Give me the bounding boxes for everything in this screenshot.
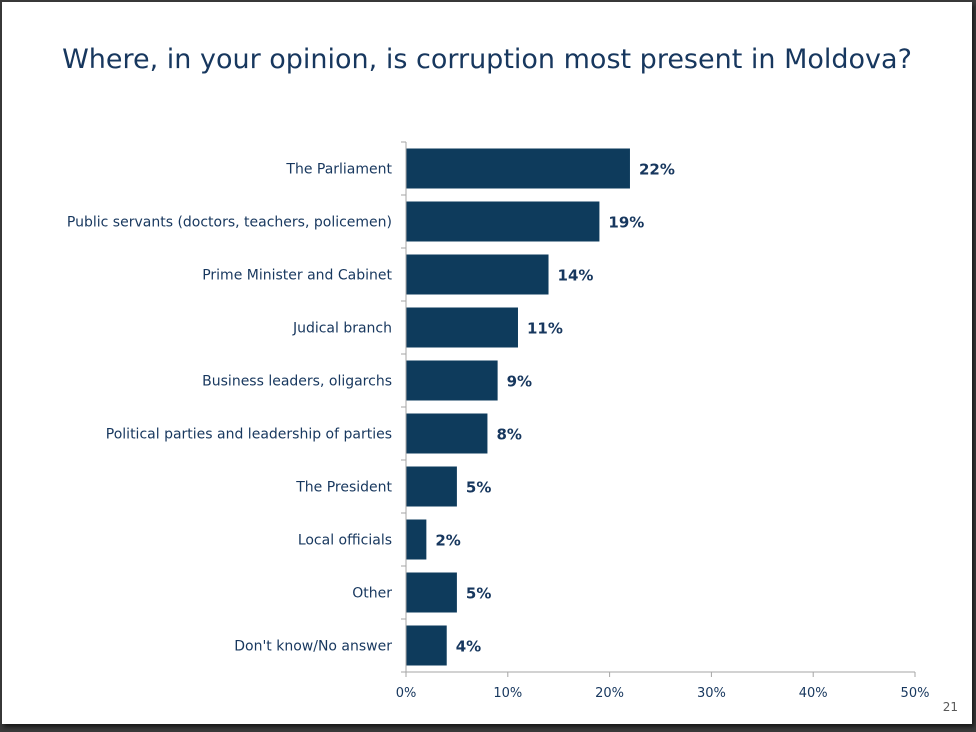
data-label: 4%	[456, 638, 481, 656]
data-label: 9%	[507, 373, 532, 391]
category-label: The Parliament	[285, 162, 392, 178]
category-label: The President	[295, 480, 392, 496]
x-tick-label: 30%	[697, 686, 726, 701]
category-label: Public servants (doctors, teachers, poli…	[67, 215, 392, 231]
x-tick-label: 40%	[799, 686, 828, 701]
data-label: 22%	[639, 161, 675, 179]
category-label: Judical branch	[292, 321, 392, 337]
bar	[406, 201, 600, 242]
bar	[406, 148, 630, 189]
page-number: 21	[942, 700, 958, 714]
bar	[406, 466, 457, 507]
x-tick-label: 50%	[901, 686, 930, 701]
category-label: Political parties and leadership of part…	[106, 427, 392, 443]
x-tick-label: 20%	[595, 686, 624, 701]
data-label: 14%	[558, 267, 594, 285]
bar	[406, 360, 498, 401]
category-label: Don't know/No answer	[234, 639, 392, 655]
bar	[406, 413, 488, 454]
category-label: Local officials	[298, 533, 392, 549]
x-tick-label: 0%	[396, 686, 417, 701]
page-title: Where, in your opinion, is corruption mo…	[62, 44, 912, 75]
bar	[406, 254, 549, 295]
data-label: 8%	[496, 426, 521, 444]
data-label: 5%	[466, 479, 491, 497]
category-label: Prime Minister and Cabinet	[202, 268, 392, 284]
x-tick-label: 10%	[493, 686, 522, 701]
category-label: Other	[352, 586, 392, 602]
bar	[406, 572, 457, 613]
category-label: Business leaders, oligarchs	[202, 374, 392, 390]
bar	[406, 519, 427, 560]
bar	[406, 307, 518, 348]
data-label: 5%	[466, 585, 491, 603]
bar	[406, 625, 447, 666]
data-label: 2%	[435, 532, 460, 550]
data-label: 11%	[527, 320, 563, 338]
data-label: 19%	[608, 214, 644, 232]
